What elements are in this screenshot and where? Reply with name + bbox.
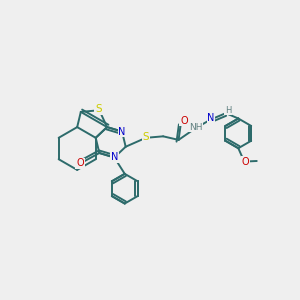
Text: O: O [180,116,188,126]
Text: O: O [242,157,250,167]
Text: S: S [94,104,101,114]
Text: NH: NH [189,123,202,132]
Text: H: H [225,106,231,115]
Text: N: N [118,127,126,136]
Text: S: S [142,132,149,142]
Text: S: S [95,104,102,114]
Text: N: N [111,152,118,163]
Text: N: N [207,113,215,123]
Text: O: O [76,158,84,168]
